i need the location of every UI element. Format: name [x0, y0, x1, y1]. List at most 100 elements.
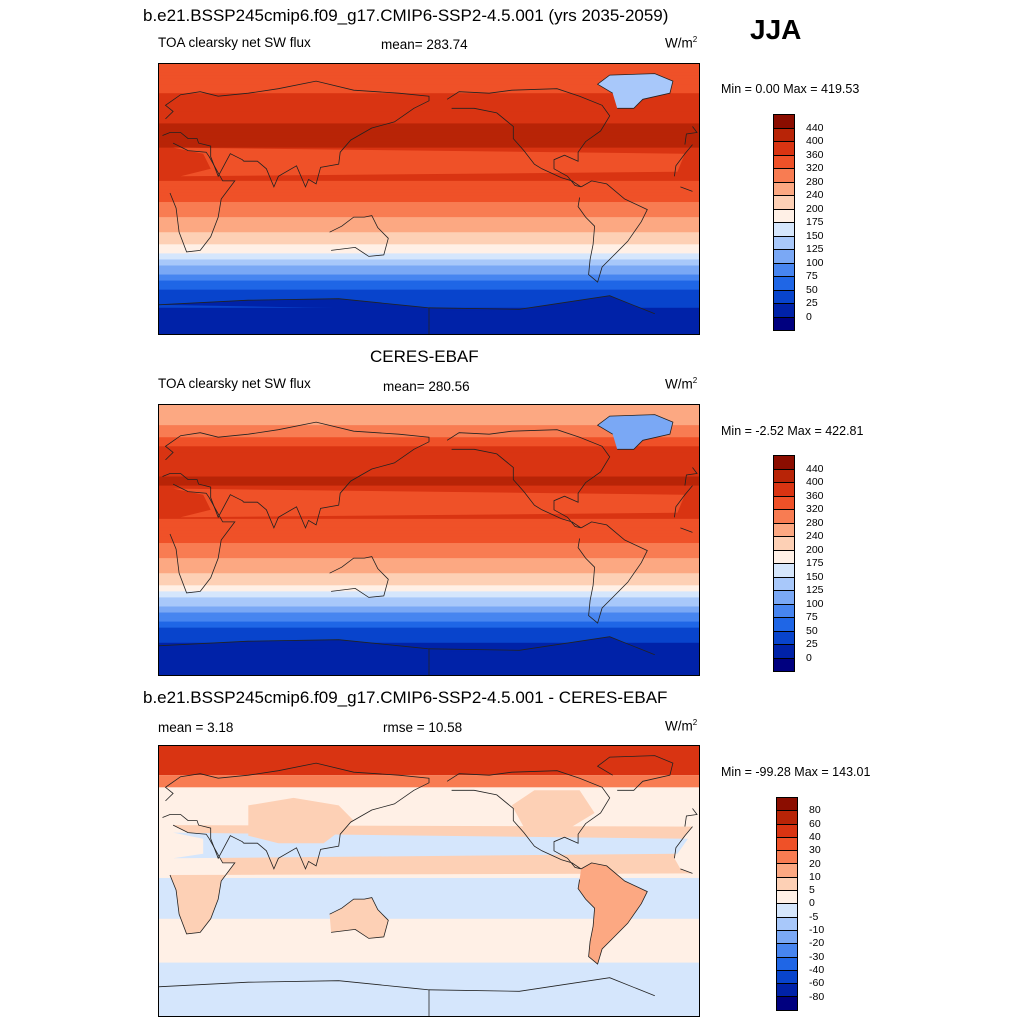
- asia-diff: [248, 797, 354, 844]
- zonal-band: [158, 518, 700, 523]
- colorbar-cell: [773, 536, 795, 551]
- zonal-band: [158, 633, 700, 638]
- zonal-band: [158, 630, 700, 635]
- zonal-band: [158, 543, 700, 547]
- antarctica-coastline: [158, 636, 655, 676]
- zonal-band: [158, 211, 700, 215]
- colorbar-cell: [773, 576, 795, 591]
- zonal-band: [158, 488, 700, 493]
- north-america-diff: [511, 790, 595, 836]
- colorbar-tick-label: 150: [806, 229, 824, 242]
- colorbar-tick-label: 60: [809, 817, 821, 830]
- greenland-coastline: [596, 73, 674, 109]
- zonal-band: [158, 609, 700, 614]
- zonal-band: [158, 274, 700, 279]
- panel3-colorbar: [776, 797, 798, 1011]
- zonal-band: [158, 183, 700, 188]
- colorbar-tick-label: 150: [806, 570, 824, 583]
- colorbar-cell: [773, 455, 795, 470]
- zonal-band: [158, 449, 700, 453]
- colorbar-tick-label: 50: [806, 624, 818, 637]
- colorbar-tick-label: 440: [806, 121, 824, 134]
- zonal-band: [158, 138, 700, 143]
- colorbar-cell: [773, 262, 795, 277]
- panel3-minmax: Min = -99.28 Max = 143.01: [721, 765, 871, 779]
- zonal-band: [158, 621, 700, 626]
- panel2-title: CERES-EBAF: [370, 347, 479, 366]
- colorbar-cell: [773, 154, 795, 169]
- zonal-band: [158, 253, 700, 258]
- zonal-band: [158, 564, 700, 568]
- zonal-band: [158, 235, 700, 239]
- colorbar-tick-label: 20: [809, 857, 821, 870]
- colorbar-cell: [773, 603, 795, 618]
- colorbar-tick-label: 40: [809, 830, 821, 843]
- colorbar-tick-label: -30: [809, 950, 825, 963]
- panel1-map: [158, 63, 700, 335]
- zonal-band: [158, 521, 700, 526]
- panel1-minmax: Min = 0.00 Max = 419.53: [721, 82, 860, 96]
- zonal-band: [158, 87, 700, 91]
- panel2-mean-label: mean= 280.56: [383, 379, 470, 394]
- greenland-coastline: [596, 755, 674, 791]
- eurasia-coastline: [162, 762, 698, 870]
- colorbar-cell: [776, 943, 798, 958]
- colorbar-cell: [773, 482, 795, 497]
- zonal-band: [158, 612, 700, 617]
- zonal-band: [158, 250, 700, 254]
- zonal-band: [158, 298, 700, 303]
- colorbar-tick-label: 240: [806, 530, 824, 542]
- eurasia-coastline: [162, 421, 698, 529]
- colorbar-cell: [776, 929, 798, 945]
- australia-coastline: [329, 556, 389, 598]
- colorbar-cell: [773, 168, 795, 183]
- zonal-band: [158, 515, 700, 520]
- south-america-coastline: [577, 862, 648, 965]
- eurasia-coastline: [162, 80, 698, 188]
- colorbar-cell: [773, 276, 795, 291]
- panel3-title: b.e21.BSSP245cmip6.f09_g17.CMIP6-SSP2-4.…: [143, 688, 668, 707]
- zonal-band: [158, 639, 700, 644]
- colorbar-cell: [773, 522, 795, 537]
- sahara-fill: [173, 147, 685, 177]
- zonal-band: [158, 606, 700, 611]
- zonal-band: [158, 597, 700, 602]
- zonal-band: [158, 458, 700, 463]
- greenland-fill: [597, 73, 673, 109]
- zonal-band: [158, 407, 700, 411]
- colorbar-cell: [773, 617, 795, 632]
- australia-coastline: [329, 897, 389, 939]
- zonal-band: [158, 431, 700, 435]
- zonal-band: [158, 111, 700, 115]
- colorbar-tick-label: 50: [806, 283, 818, 296]
- map-frame: [158, 63, 700, 335]
- australia-diff: [329, 897, 389, 939]
- zonal-band: [158, 642, 700, 647]
- australia-coastline: [329, 215, 389, 257]
- colorbar-tick-label: 125: [806, 243, 824, 255]
- colorbar-tick-label: 25: [806, 297, 818, 309]
- colorbar-tick-label: 280: [806, 516, 824, 529]
- colorbar-cell: [773, 590, 795, 605]
- zonal-band: [158, 69, 700, 73]
- colorbar-cell: [773, 316, 795, 331]
- zonal-band: [158, 265, 700, 270]
- zonal-band: [158, 66, 700, 70]
- zonal-band: [158, 404, 700, 408]
- zonal-band: [158, 410, 700, 414]
- colorbar-tick-label: 10: [809, 870, 821, 883]
- colorbar-tick-label: 320: [806, 503, 824, 515]
- zonal-band: [158, 277, 700, 282]
- colorbar-cell: [773, 644, 795, 659]
- colorbar-cell: [776, 823, 798, 838]
- colorbar-cell: [773, 509, 795, 524]
- zonal-band: [158, 78, 700, 82]
- colorbar-tick-label: -5: [809, 910, 819, 923]
- zonal-band: [158, 199, 700, 203]
- panel3-rmse-label: rmse = 10.58: [383, 720, 463, 735]
- antarctica-coastline: [158, 977, 655, 1017]
- zonal-band: [158, 229, 700, 233]
- south-america-coastline: [577, 521, 648, 624]
- zonal-band: [158, 102, 700, 106]
- zonal-band: [158, 75, 700, 79]
